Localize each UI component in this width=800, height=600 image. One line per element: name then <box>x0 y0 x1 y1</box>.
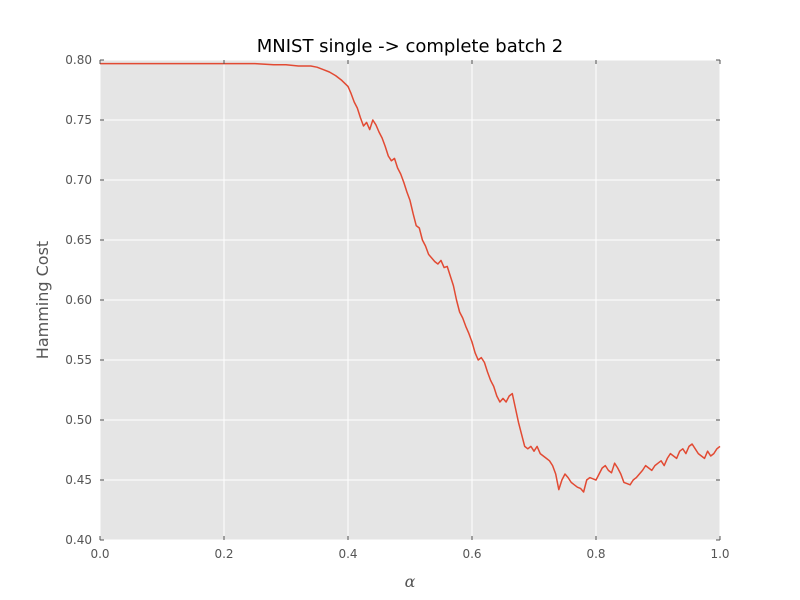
y-tick-label: 0.40 <box>65 533 92 547</box>
y-tick-label: 0.45 <box>65 473 92 487</box>
grid <box>99 59 721 541</box>
x-tick-label: 0.6 <box>462 547 481 561</box>
x-tick-label: 1.0 <box>710 547 729 561</box>
chart-title: MNIST single -> complete batch 2 <box>257 36 564 57</box>
y-tick-label: 0.75 <box>65 113 92 127</box>
y-tick-label: 0.65 <box>65 233 92 247</box>
x-tick-label: 0.4 <box>338 547 357 561</box>
series-layer <box>100 62 721 493</box>
y-tick-label: 0.50 <box>65 413 92 427</box>
y-tick-label: 0.55 <box>65 353 92 367</box>
y-tick-label: 0.70 <box>65 173 92 187</box>
x-axis-label: α <box>405 572 416 591</box>
series-line <box>100 62 721 493</box>
y-tick-label: 0.80 <box>65 53 92 67</box>
x-tick-label: 0.0 <box>90 547 109 561</box>
x-tick-label: 0.8 <box>586 547 605 561</box>
y-axis-label: Hamming Cost <box>33 241 52 359</box>
ticks: 0.0 0.2 0.4 0.6 0.8 1.0 0.40 0.45 0.50 0.55 0.60 0.… <box>65 53 729 561</box>
y-tick-label: 0.60 <box>65 293 92 307</box>
x-tick-label: 0.2 <box>214 547 233 561</box>
